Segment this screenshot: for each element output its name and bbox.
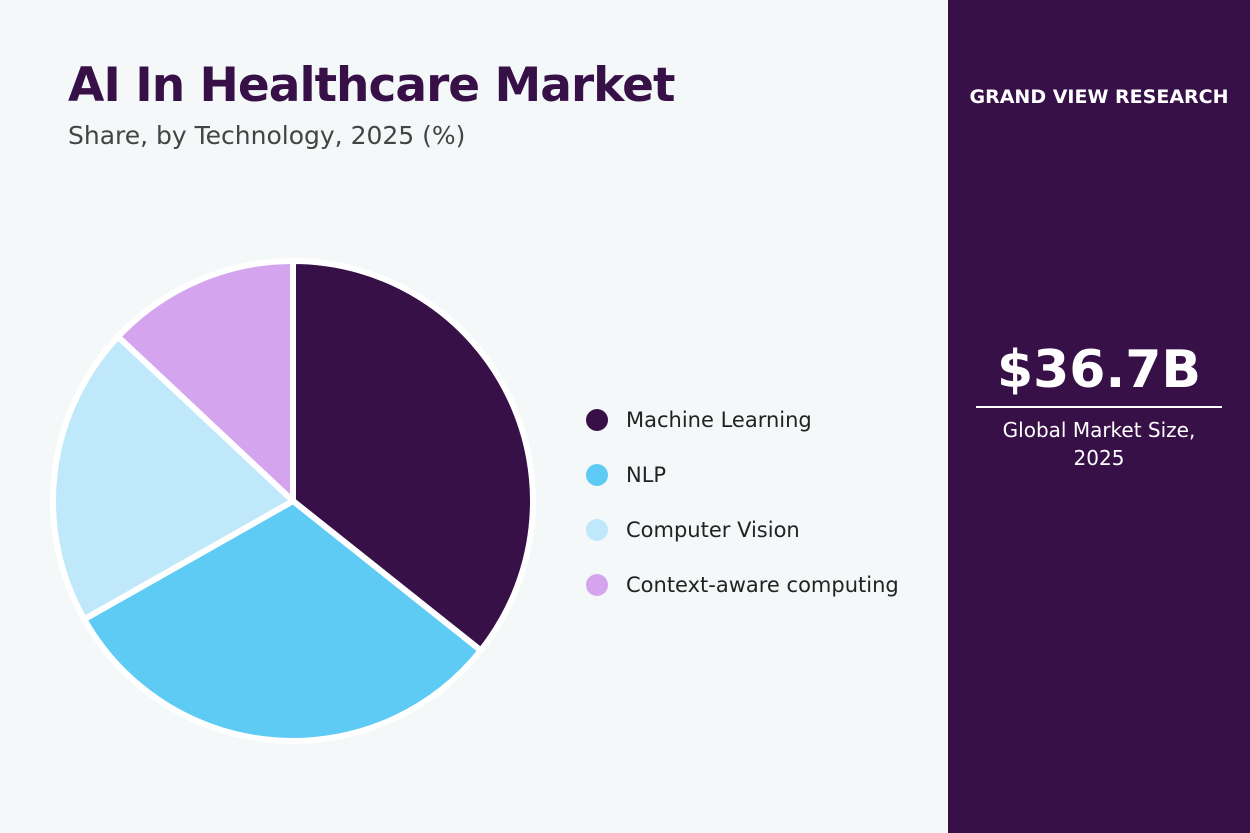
divider bbox=[976, 406, 1222, 408]
legend-swatch bbox=[586, 408, 608, 431]
legend-item: NLP bbox=[586, 447, 899, 502]
legend-swatch bbox=[586, 518, 608, 541]
brand-logo: GRAND VIEW RESEARCH bbox=[969, 86, 1229, 108]
chart-title: AI In Healthcare Market bbox=[68, 58, 675, 113]
chart-subtitle: Share, by Technology, 2025 (%) bbox=[68, 121, 466, 150]
market-size-caption: Global Market Size, bbox=[1002, 418, 1196, 442]
legend-item: Machine Learning bbox=[586, 392, 899, 447]
legend-swatch bbox=[586, 573, 608, 596]
legend-item: Computer Vision bbox=[586, 502, 899, 557]
market-size-value: $36.7B bbox=[996, 340, 1202, 400]
legend-label: Context-aware computing bbox=[626, 572, 899, 597]
legend: Machine Learning NLP Computer Vision Contex… bbox=[586, 392, 899, 612]
pie-chart bbox=[50, 258, 536, 744]
legend-label: Computer Vision bbox=[626, 517, 800, 542]
pie-slice-computer-vision bbox=[50, 333, 296, 623]
market-size-year: 2025 bbox=[1073, 446, 1125, 470]
pie-slice-nlp bbox=[81, 498, 484, 744]
legend-swatch bbox=[586, 463, 608, 486]
info-panel: GRAND VIEW RESEARCH $36.7B Global Market… bbox=[948, 0, 1250, 833]
legend-label: Machine Learning bbox=[626, 407, 812, 432]
legend-item: Context-aware computing bbox=[586, 557, 899, 612]
pie-slice-context-aware-computing bbox=[115, 258, 296, 504]
legend-label: NLP bbox=[626, 462, 667, 487]
pie-slice-machine-learning bbox=[290, 258, 536, 654]
